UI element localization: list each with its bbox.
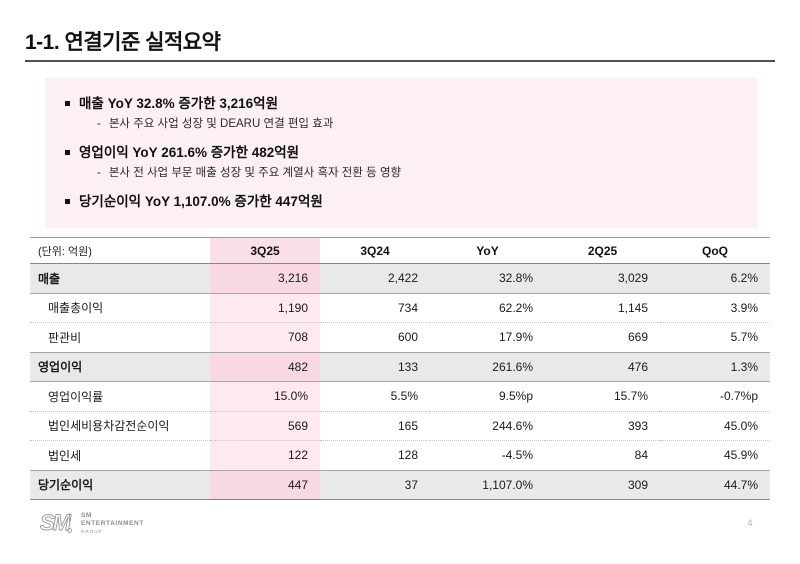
logo-wordmark: SM ENTERTAINMENT GROUP [81,512,144,535]
value-cell: 45.0% [723,418,758,433]
table-row: 영업이익률 15.0% 5.5% 9.5%p 15.7% -0.7%p [30,381,770,411]
column-header-yoy: YoY [476,243,499,258]
value-cell: 37 [404,477,418,492]
value-cell-highlight: 569 [210,411,320,441]
row-label: 영업이익 [38,360,83,375]
column-header-3q25: 3Q25 [210,237,320,264]
table-row: 매출 3,216 2,422 32.8% 3,029 6.2% [30,263,770,293]
highlight-item: 영업이익 YoY 261.6% 증가한 482억원 - 본사 전 사업 부문 매출… [65,144,737,180]
value-cell: 1,145 [617,300,648,315]
table-row: 판관비 708 600 17.9% 669 5.7% [30,322,770,352]
value-cell: 133 [397,359,418,374]
row-label: 매출 [38,271,61,286]
highlight-main: 영업이익 YoY 261.6% 증가한 482억원 [65,144,737,161]
value-cell: 261.6% [492,359,533,374]
value-cell: -4.5% [501,448,533,463]
page-title: 1-1. 연결기준 실적요약 [25,31,221,54]
bullet-square-icon [65,198,70,204]
value-cell-highlight: 3,216 [210,263,320,293]
value-cell: 6.2% [730,271,758,286]
highlight-sub-text: 본사 전 사업 부문 매출 성장 및 주요 계열사 흑자 전환 등 영향 [108,167,402,179]
highlight-main: 당기순이익 YoY 1,107.0% 증가한 447억원 [65,193,737,210]
value-cell: 62.2% [498,300,533,315]
summary-highlight-box: 매출 YoY 32.8% 증가한 3,216억원 - 본사 주요 사업 성장 및 … [45,78,757,228]
highlight-sub: - 본사 주요 사업 성장 및 DEARU 연결 편입 효과 [97,117,737,131]
bullet-square-icon [65,100,70,106]
table-row: 당기순이익 447 37 1,107.0% 309 44.7% [30,470,770,500]
unit-label: (단위: 억원) [38,245,92,258]
value-cell: 1,107.0% [482,477,533,492]
value-cell: 600 [397,330,418,345]
dash-bullet-icon: - [97,118,101,130]
value-cell-highlight: 122 [210,440,320,470]
value-cell: 32.8% [498,271,533,286]
value-cell: 1.3% [730,359,758,374]
bullet-square-icon [65,149,70,155]
table-row: 영업이익 482 133 261.6% 476 1.3% [30,352,770,382]
highlight-item: 매출 YoY 32.8% 증가한 3,216억원 - 본사 주요 사업 성장 및 … [65,95,737,131]
logo-line-1: SM [81,511,92,519]
logo-line-2: ENTERTAINMENT [81,519,144,527]
value-cell: 45.9% [723,448,758,463]
table-body: 매출 3,216 2,422 32.8% 3,029 6.2% 매출총이익 1,190 734 6… [30,263,770,500]
row-label: 매출총이익 [48,301,104,316]
value-cell-highlight: 708 [210,322,320,352]
value-cell: 84 [634,448,648,463]
value-cell: 17.9% [498,330,533,345]
value-cell: 9.5%p [498,389,533,404]
column-header-qoq: QoQ [702,243,728,258]
value-cell: 5.7% [730,330,758,345]
page-number: 4 [747,518,753,528]
column-header-3q24: 3Q24 [360,243,390,258]
row-label: 법인세비용차감전순이익 [48,419,170,434]
row-label: 법인세 [48,448,82,463]
svg-text:SM: SM [40,510,72,535]
dash-bullet-icon: - [97,167,101,179]
row-label: 영업이익률 [48,389,104,404]
value-cell: 244.6% [492,418,533,433]
highlight-sub-text: 본사 주요 사업 성장 및 DEARU 연결 편입 효과 [108,118,334,130]
logo-line-3: GROUP [81,528,103,534]
table-row: 법인세비용차감전순이익 569 165 244.6% 393 45.0% [30,411,770,441]
highlight-text: 매출 YoY 32.8% 증가한 3,216억원 [79,96,279,111]
value-cell: 165 [397,418,418,433]
value-cell: 393 [627,418,648,433]
value-cell: 3,029 [617,271,648,286]
value-cell: -0.7%p [719,389,758,404]
table-row: 매출총이익 1,190 734 62.2% 1,145 3.9% [30,293,770,323]
value-cell: 15.7% [613,389,648,404]
row-label: 당기순이익 [38,478,94,493]
table-row: 법인세 122 128 -4.5% 84 45.9% [30,440,770,470]
value-cell: 476 [627,359,648,374]
value-cell: 3.9% [730,300,758,315]
value-cell: 669 [627,330,648,345]
value-cell: 734 [397,300,418,315]
value-cell-highlight: 482 [210,352,320,382]
footer-logo: SM SM ENTERTAINMENT GROUP [40,509,144,537]
financial-summary-table: (단위: 억원) 3Q25 3Q24 YoY 2Q25 QoQ 매출 3,216 2… [30,237,770,500]
value-cell: 44.7% [723,477,758,492]
value-cell: 309 [627,477,648,492]
value-cell-highlight: 15.0% [210,381,320,411]
value-cell-highlight: 447 [210,470,320,500]
value-cell: 128 [397,448,418,463]
highlight-text: 당기순이익 YoY 1,107.0% 증가한 447억원 [79,194,323,209]
value-cell: 5.5% [390,389,418,404]
value-cell: 2,422 [387,271,418,286]
highlight-text: 영업이익 YoY 261.6% 증가한 482억원 [79,145,300,160]
row-label: 판관비 [48,330,82,345]
table-header-row: (단위: 억원) 3Q25 3Q24 YoY 2Q25 QoQ [30,237,770,264]
sm-logo-icon: SM [40,510,74,536]
highlight-main: 매출 YoY 32.8% 증가한 3,216억원 [65,95,737,112]
highlight-item: 당기순이익 YoY 1,107.0% 증가한 447억원 [65,193,737,210]
column-header-2q25: 2Q25 [587,243,618,258]
title-rule [25,60,775,62]
highlight-sub: - 본사 전 사업 부문 매출 성장 및 주요 계열사 흑자 전환 등 영향 [97,166,737,180]
value-cell-highlight: 1,190 [210,293,320,323]
